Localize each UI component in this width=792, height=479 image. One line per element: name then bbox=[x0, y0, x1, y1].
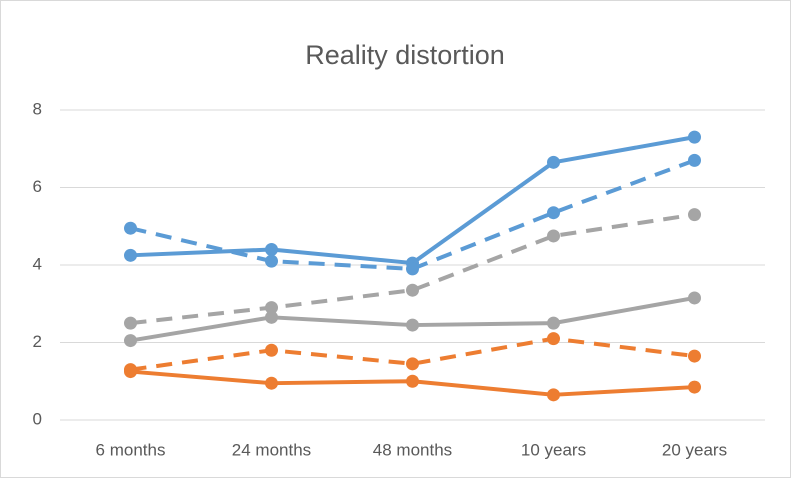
data-point bbox=[688, 291, 701, 305]
y-tick-label: 0 bbox=[33, 409, 42, 428]
data-point bbox=[265, 376, 278, 390]
data-point bbox=[406, 283, 419, 297]
data-point bbox=[124, 365, 137, 379]
data-point bbox=[547, 388, 560, 402]
y-tick-label: 8 bbox=[33, 99, 42, 118]
data-point bbox=[547, 206, 560, 220]
chart-title: Reality distortion bbox=[305, 40, 505, 70]
data-point bbox=[547, 155, 560, 169]
data-point bbox=[265, 301, 278, 315]
data-point bbox=[124, 316, 137, 330]
data-point bbox=[688, 380, 701, 394]
data-point bbox=[547, 229, 560, 243]
data-point bbox=[688, 130, 701, 144]
x-tick-label: 6 months bbox=[96, 440, 166, 459]
data-point bbox=[265, 343, 278, 357]
data-point bbox=[124, 221, 137, 235]
data-point bbox=[688, 208, 701, 222]
x-tick-label: 10 years bbox=[521, 440, 586, 459]
x-tick-label: 20 years bbox=[662, 440, 727, 459]
data-point bbox=[265, 243, 278, 256]
data-point bbox=[265, 254, 278, 268]
x-tick-label: 24 months bbox=[232, 440, 311, 459]
data-point bbox=[406, 374, 419, 388]
data-point bbox=[124, 334, 137, 348]
y-tick-label: 2 bbox=[33, 332, 42, 351]
data-point bbox=[688, 349, 701, 363]
x-tick-label: 48 months bbox=[373, 440, 452, 459]
data-point bbox=[688, 153, 701, 167]
data-point bbox=[547, 332, 560, 346]
data-point bbox=[547, 316, 560, 330]
data-point bbox=[406, 262, 419, 276]
y-tick-label: 4 bbox=[33, 254, 42, 273]
data-point bbox=[406, 357, 419, 371]
data-point bbox=[124, 248, 137, 262]
series-line bbox=[130, 336, 695, 372]
data-point bbox=[406, 318, 419, 332]
series-line bbox=[130, 212, 695, 326]
y-tick-label: 6 bbox=[33, 177, 42, 196]
data-point bbox=[265, 310, 278, 324]
